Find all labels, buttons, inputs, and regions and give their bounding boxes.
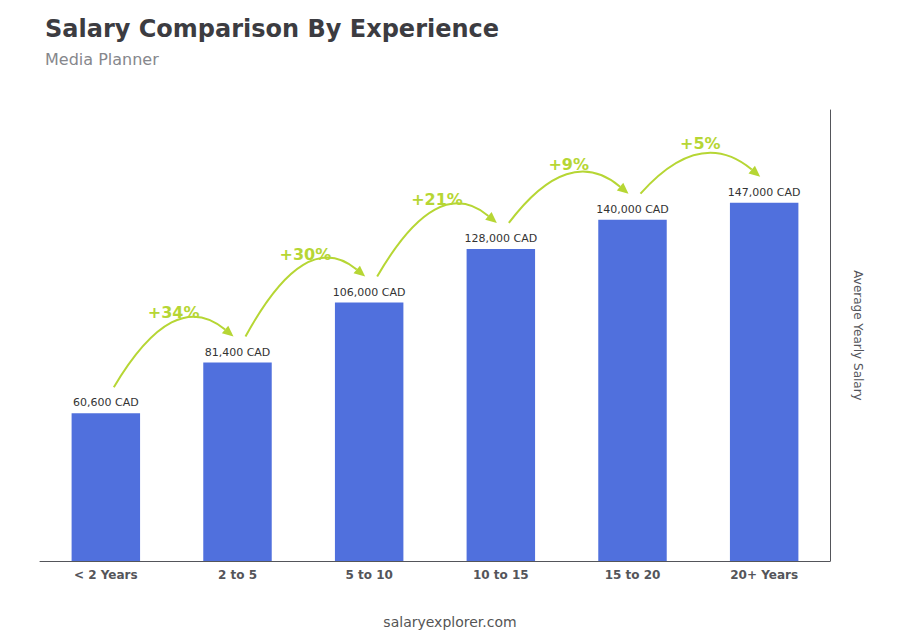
- svg-text:106,000 CAD: 106,000 CAD: [333, 286, 406, 299]
- svg-text:+34%: +34%: [148, 303, 200, 322]
- svg-text:20+ Years: 20+ Years: [730, 568, 798, 582]
- svg-text:2 to 5: 2 to 5: [218, 568, 257, 582]
- svg-text:147,000 CAD: 147,000 CAD: [728, 186, 801, 199]
- svg-text:+5%: +5%: [680, 134, 721, 153]
- svg-text:140,000 CAD: 140,000 CAD: [596, 203, 669, 216]
- svg-text:128,000 CAD: 128,000 CAD: [464, 232, 537, 245]
- svg-text:10 to 15: 10 to 15: [473, 568, 529, 582]
- svg-text:5 to 10: 5 to 10: [345, 568, 392, 582]
- svg-text:81,400 CAD: 81,400 CAD: [205, 346, 271, 359]
- svg-text:Media Planner: Media Planner: [45, 50, 159, 69]
- svg-text:15 to 20: 15 to 20: [605, 568, 661, 582]
- svg-text:salaryexplorer.com: salaryexplorer.com: [383, 614, 516, 630]
- svg-text:Salary Comparison By Experienc: Salary Comparison By Experience: [45, 15, 499, 43]
- svg-text:< 2 Years: < 2 Years: [74, 568, 138, 582]
- svg-text:+21%: +21%: [411, 190, 463, 209]
- svg-text:60,600 CAD: 60,600 CAD: [73, 396, 139, 409]
- svg-text:+9%: +9%: [548, 155, 589, 174]
- svg-text:+30%: +30%: [279, 245, 331, 264]
- svg-text:Average Yearly Salary: Average Yearly Salary: [851, 270, 865, 400]
